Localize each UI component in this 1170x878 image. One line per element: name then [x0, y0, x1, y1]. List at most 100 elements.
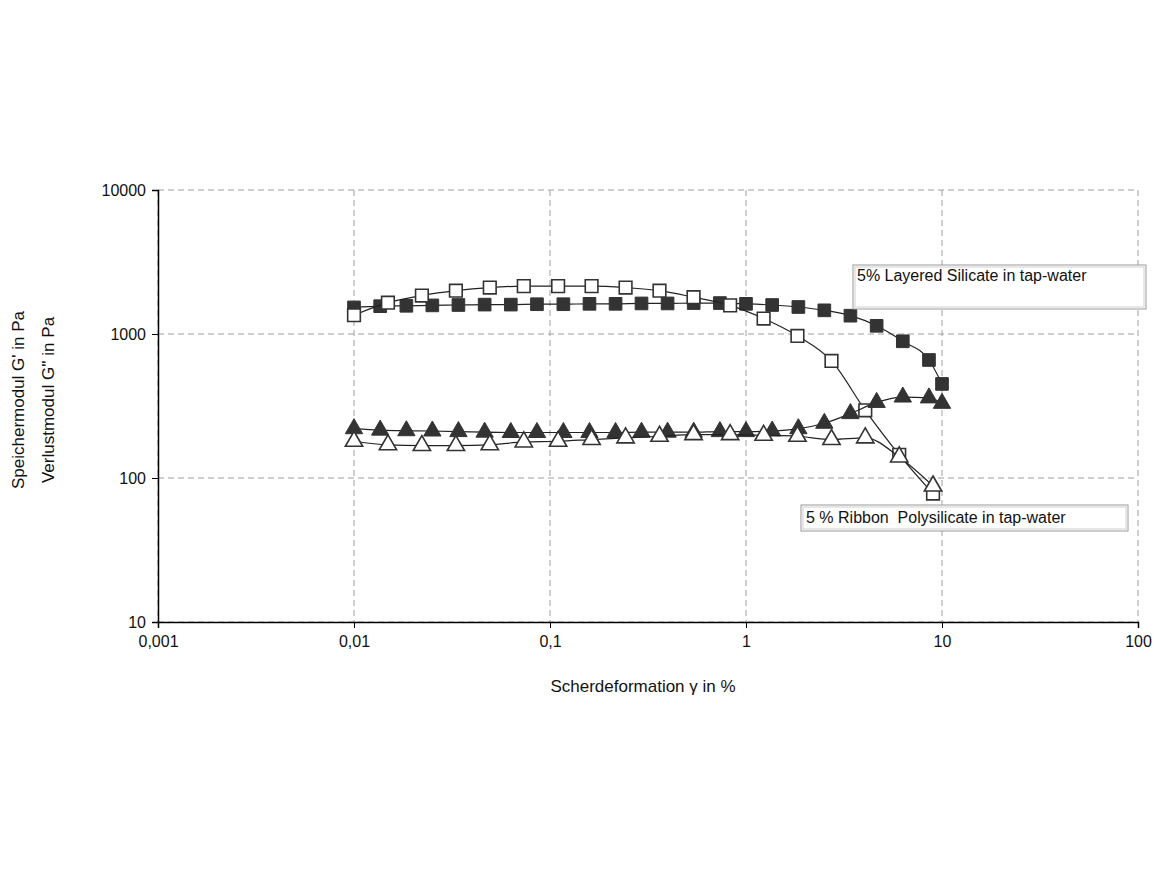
marker	[583, 430, 600, 445]
marker	[844, 309, 857, 322]
x-tick-label: 0,01	[339, 633, 370, 650]
marker	[345, 431, 362, 446]
marker	[724, 299, 737, 312]
x-tick-label: 10	[934, 633, 952, 650]
x-tick: 0,1	[539, 622, 561, 650]
marker	[651, 426, 668, 441]
marker	[740, 298, 753, 311]
y-axis-line	[152, 191, 159, 623]
marker	[685, 425, 702, 440]
x-axis-title: Scherdeformation γ in %	[550, 677, 735, 696]
marker	[450, 422, 467, 437]
annotation-text: 5% Layered Silicate in tap-water	[857, 267, 1087, 284]
y-tick-label: 1000	[110, 326, 146, 343]
marker	[823, 430, 840, 445]
y-tick-mark	[152, 622, 158, 623]
annotation-box-inner	[803, 507, 1126, 529]
y-axis-title: Verlustmodul G'' in Pa	[39, 316, 58, 483]
plot-area	[345, 280, 950, 500]
marker	[924, 476, 941, 491]
marker	[398, 421, 415, 436]
y-tick-label: 10	[128, 614, 146, 631]
grid-line	[1138, 190, 1139, 622]
marker	[416, 289, 429, 302]
marker	[894, 387, 911, 402]
marker	[609, 298, 622, 311]
marker	[891, 447, 908, 462]
marker	[757, 312, 770, 325]
x-tick: 0,01	[339, 622, 370, 650]
y-tick-mark	[152, 334, 158, 335]
marker	[936, 378, 949, 391]
y-tick: 1000	[110, 326, 158, 343]
annotation: 5 % Ribbon Polysilicate in tap-water	[801, 505, 1128, 531]
grid-line	[550, 190, 551, 622]
grid-line	[746, 190, 747, 622]
series-line	[354, 286, 933, 493]
marker	[413, 436, 430, 451]
x-tick-label: 1	[742, 633, 751, 650]
marker	[549, 431, 566, 446]
annotation-box	[801, 505, 1128, 531]
marker	[766, 299, 779, 312]
marker	[379, 435, 396, 450]
x-tick-label: 0,1	[539, 633, 561, 650]
marker	[687, 291, 700, 304]
grid-line	[158, 478, 1138, 479]
chart: 0,001 0,01 0,1 1 10 100 10 100 1000 10000 Scherdef…	[0, 0, 1170, 878]
marker	[825, 355, 838, 368]
marker	[400, 299, 413, 312]
marker	[557, 298, 570, 311]
y-tick-mark	[152, 478, 158, 479]
marker	[483, 281, 496, 294]
x-tick-mark	[354, 622, 355, 628]
marker	[517, 280, 530, 293]
y-tick: 100	[119, 470, 158, 487]
series-line	[354, 397, 942, 432]
marker	[504, 298, 517, 311]
marker	[653, 284, 666, 297]
marker	[933, 393, 950, 408]
marker	[896, 335, 909, 348]
marker	[755, 425, 772, 440]
marker	[583, 298, 596, 311]
marker	[633, 422, 650, 437]
series-line	[354, 303, 942, 384]
marker	[619, 281, 632, 294]
x-axis: 0,001 0,01 0,1 1 10 100	[138, 622, 1151, 650]
marker	[528, 422, 545, 437]
marker	[552, 280, 565, 293]
x-axis-line	[159, 623, 1139, 629]
marker	[447, 436, 464, 451]
y-tick: 10000	[102, 182, 159, 199]
x-tick: 100	[1125, 622, 1152, 650]
grid-line	[158, 334, 1138, 335]
y-tick-label: 100	[119, 470, 146, 487]
y-axis: 10 100 1000 10000	[102, 182, 159, 631]
grid-line	[158, 190, 1138, 191]
x-tick-mark	[1138, 622, 1139, 628]
marker	[635, 297, 648, 310]
marker	[816, 413, 833, 428]
x-tick-mark	[550, 622, 551, 628]
annotation-box-inner	[855, 267, 1144, 307]
marker	[450, 284, 463, 297]
marker	[721, 425, 738, 440]
marker	[481, 435, 498, 450]
marker	[857, 428, 874, 443]
annotation: 5% Layered Silicate in tap-water	[853, 265, 1146, 309]
x-tick-mark	[942, 622, 943, 628]
x-tick-label: 0,001	[138, 633, 178, 650]
marker	[585, 280, 598, 293]
marker	[502, 422, 519, 437]
marker	[792, 301, 805, 314]
y-axis-title: Speichermodul G' in Pa	[9, 310, 28, 489]
marker	[348, 309, 361, 322]
y-tick: 10	[128, 614, 158, 631]
marker	[617, 428, 634, 443]
marker	[515, 432, 532, 447]
x-tick: 1	[742, 622, 751, 650]
annotation-text: 5 % Ribbon Polysilicate in tap-water	[806, 509, 1066, 526]
y-tick-mark	[152, 190, 158, 191]
grid	[158, 190, 1138, 622]
